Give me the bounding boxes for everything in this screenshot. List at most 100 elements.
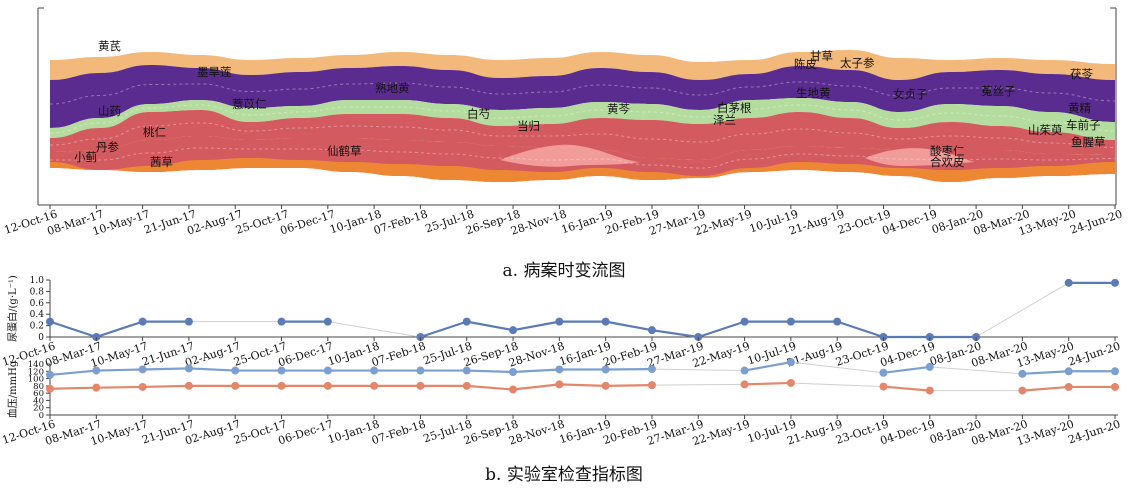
urine-protein-chart: 00.20.40.60.81.0尿蛋白/(g·L⁻¹)12-Oct-1608-M… [1,275,1122,370]
data-point [555,318,563,326]
data-point [1018,387,1026,395]
stream-label: 黄精 [1068,101,1091,115]
series-segment [837,322,883,337]
data-point [185,318,193,326]
stream-label: 女贞子 [893,87,928,101]
x-tick-label: 07-Feb-18 [370,339,427,369]
caption-b: b. 实验室检查指标图 [0,460,1128,485]
data-point [926,387,934,395]
data-point [324,382,332,390]
stream-label: 薏苡仁 [232,97,267,111]
series-segment [50,322,96,337]
x-tick-label: 24-Jun-20 [1067,417,1122,446]
stream-label: 仙鹤草 [327,144,362,158]
series-segment [96,322,142,337]
data-point [46,385,54,393]
data-point [278,318,286,326]
stream-label: 小蓟 [74,150,97,164]
data-point [509,326,517,334]
x-tick-label: 07-Feb-18 [372,207,429,237]
y-axis-label: 血压/mmHg [6,360,19,418]
data-point [1111,367,1119,375]
series-segment [467,386,513,390]
stream-label: 鱼腥草 [1071,135,1106,149]
data-point [787,358,795,366]
stream-label: 甘草 [810,49,833,63]
series-segment [143,386,189,387]
data-point [555,365,563,373]
x-tick-label: 07-Feb-18 [370,417,427,447]
blood-pressure-chart: 020406080100120140血压/mmHg12-Oct-1608-Mar… [1,358,1122,448]
data-point [602,318,610,326]
data-point [139,383,147,391]
data-point [741,318,749,326]
data-point [92,384,100,392]
stream-label: 墨旱莲 [197,65,232,79]
data-point [787,318,795,326]
data-point [555,380,563,388]
data-point [416,367,424,375]
y-tick-label: 0.6 [30,299,45,309]
x-tick-label: 24-Jun-20 [1069,207,1124,236]
x-tick-label: 24-Jun-20 [1067,339,1122,368]
data-point [833,318,841,326]
series-segment [96,369,142,370]
y-tick-label: 0.8 [30,287,45,297]
data-point [139,318,147,326]
series-segment [606,385,652,386]
data-point [185,382,193,390]
stream-label: 菟丝子 [981,84,1016,98]
data-point [46,318,54,326]
data-point [602,382,610,390]
series-connector [50,283,1115,337]
stream-label: 白芍 [467,107,490,121]
series-segment [1022,387,1068,391]
stream-label: 当归 [517,119,540,133]
stream-label: 生地黄 [796,86,831,100]
data-point [509,368,517,376]
y-axis-label: 尿蛋白/(g·L⁻¹) [6,275,19,342]
data-point [1065,367,1073,375]
data-point [231,382,239,390]
data-point [741,367,749,375]
data-point [278,382,286,390]
series-segment [698,322,744,337]
series-segment [883,367,929,373]
series-segment [513,322,559,331]
data-point [741,380,749,388]
stream-label: 桃仁 [143,125,166,139]
data-point [879,369,887,377]
series-segment [96,387,142,388]
stream-label: 山药 [98,104,121,118]
series-segment [559,384,605,385]
data-point [463,367,471,375]
series-segment [467,371,513,372]
stream-label: 茯苓 [1070,67,1093,81]
data-point [185,364,193,372]
data-point [324,318,332,326]
stream-label: 黄芪 [98,39,121,53]
series-segment [420,322,466,337]
data-point [324,367,332,375]
series-segment [143,368,189,369]
y-tick-label: 0.4 [30,310,45,320]
series-segment [513,384,559,389]
data-point [416,382,424,390]
data-point [648,326,656,334]
data-point [139,365,147,373]
stream-label: 山茱萸 [1028,123,1063,137]
stream-label: 茜草 [150,155,173,169]
data-point [463,318,471,326]
series-segment [745,383,791,384]
series-segment [50,388,96,389]
data-point [370,382,378,390]
stream-label: 车前子 [1066,118,1101,132]
data-point [1018,370,1026,378]
data-point [92,367,100,375]
data-point [602,365,610,373]
stream-label: 黄芩 [607,102,630,116]
data-point [648,365,656,373]
y-tick-label: 140 [28,360,44,370]
